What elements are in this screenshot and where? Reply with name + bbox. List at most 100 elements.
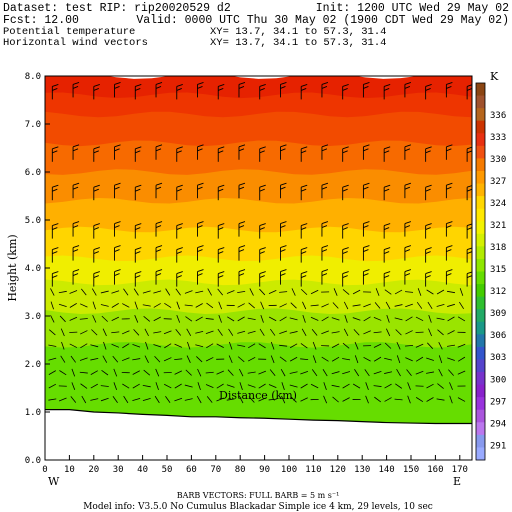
wind-barb	[217, 146, 225, 162]
x-axis-title: Distance (km)	[219, 389, 297, 402]
wind-barb	[72, 269, 80, 285]
wind-barb	[342, 371, 351, 375]
wind-barb	[459, 301, 465, 310]
wind-barb	[396, 341, 401, 350]
x-tick-label: 80	[235, 465, 246, 475]
wind-barb	[447, 357, 455, 361]
wind-barb	[153, 331, 162, 334]
wind-barb	[111, 290, 120, 294]
wind-barb	[332, 302, 339, 309]
wind-barb	[259, 223, 266, 239]
wind-barb	[394, 317, 403, 321]
wind-barb	[165, 396, 171, 404]
wind-barb	[112, 355, 119, 363]
wind-barb	[48, 344, 57, 347]
wind-barb	[383, 83, 391, 100]
wind-barb	[354, 355, 359, 364]
wind-barb	[280, 182, 287, 199]
wind-barb	[206, 343, 214, 349]
wind-barb	[102, 355, 108, 363]
wind-barb	[394, 289, 403, 295]
wind-barb	[249, 288, 254, 296]
x-axis-ticks: 0 10 20 30 40 50 60 70 80 90 100 110 120 130 140 150 160…	[42, 455, 468, 475]
wind-barb	[90, 344, 99, 348]
wind-barb	[80, 383, 88, 389]
wind-barb	[217, 288, 224, 296]
wind-barb	[300, 358, 309, 361]
wind-barb	[300, 397, 308, 402]
wind-barb	[217, 184, 225, 201]
wind-barb	[93, 83, 100, 100]
wind-barb	[415, 316, 424, 322]
wind-barb	[300, 146, 308, 162]
wind-barb	[176, 301, 180, 310]
wind-barb	[445, 221, 453, 237]
wind-barb	[93, 223, 100, 239]
wind-barb	[197, 144, 204, 160]
wind-barb	[405, 344, 414, 347]
wind-barb	[365, 382, 369, 390]
wind-barb	[363, 330, 371, 335]
wind-barb	[205, 318, 214, 320]
wind-barb	[289, 331, 298, 334]
wind-barb	[247, 317, 256, 321]
wind-barb	[134, 83, 142, 100]
wind-barb	[300, 288, 308, 296]
wind-barb	[438, 368, 443, 377]
wind-barb	[436, 398, 445, 401]
wind-barb	[259, 271, 266, 287]
wind-barb	[142, 398, 151, 402]
wind-barb	[342, 83, 349, 100]
colorbar-swatch	[476, 221, 485, 235]
wind-barb	[331, 356, 340, 362]
wind-barb	[155, 382, 159, 390]
wind-barb	[69, 303, 77, 308]
field1-name: Potential temperature	[3, 26, 135, 38]
wind-barb	[447, 344, 456, 347]
wind-barb	[404, 182, 412, 199]
colorbar-swatch	[476, 120, 485, 134]
wind-barb	[123, 395, 129, 404]
wind-barb	[321, 316, 329, 322]
wind-barb	[445, 144, 453, 160]
wind-barb	[290, 396, 297, 403]
wind-barb	[153, 344, 162, 348]
wind-barb	[93, 146, 100, 162]
wind-barb	[362, 269, 370, 285]
wind-barb	[93, 247, 100, 263]
wind-barb	[438, 342, 443, 350]
wind-barb	[427, 301, 433, 310]
wind-barb	[217, 271, 225, 287]
wind-barb	[466, 185, 472, 201]
wind-barb	[134, 271, 142, 287]
wind-barb	[103, 341, 107, 350]
wind-barb	[394, 304, 403, 307]
x-tick-label: 10	[64, 465, 75, 475]
wind-barb	[300, 223, 308, 239]
wind-barb	[195, 316, 203, 322]
wind-barb	[301, 328, 307, 336]
wind-barb	[164, 302, 172, 308]
wind-barb	[280, 81, 287, 98]
wind-barb	[270, 341, 275, 350]
wind-barb	[280, 221, 287, 237]
wind-barb	[426, 289, 434, 295]
wind-barb	[155, 81, 163, 98]
wind-barb	[281, 395, 286, 404]
wind-barb	[205, 384, 214, 389]
west-label: W	[48, 475, 60, 488]
wind-barb	[427, 342, 434, 349]
x-tick-label: 100	[281, 465, 297, 475]
wind-barb	[185, 369, 192, 376]
wind-barb	[425, 83, 432, 100]
wind-barb	[373, 343, 382, 348]
wind-barb	[362, 245, 370, 261]
wind-barb	[90, 383, 98, 389]
wind-barb	[217, 328, 223, 336]
wind-barb	[185, 316, 193, 322]
colorbar-label: 297	[490, 397, 506, 407]
wind-barb	[217, 223, 225, 239]
wind-barb	[363, 356, 371, 362]
wind-barb	[163, 330, 172, 335]
wind-barb	[352, 304, 361, 307]
